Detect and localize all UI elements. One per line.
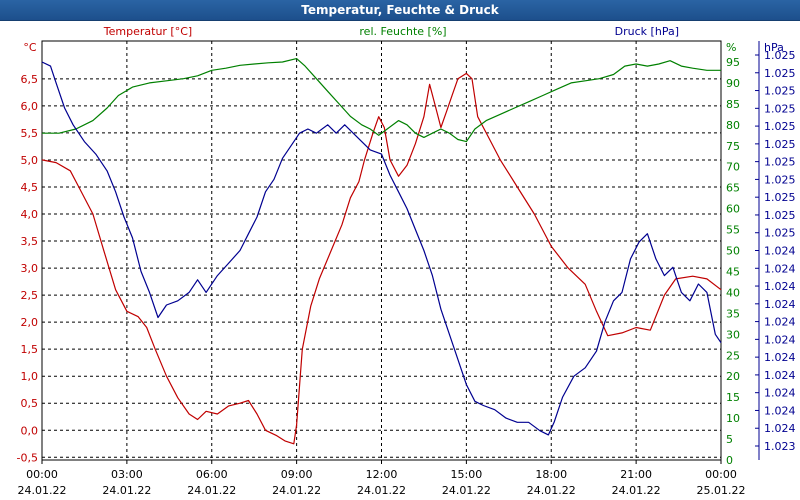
x-tick-date: 25.01.22 [697,484,746,497]
temperature-tick-label: 4,5 [21,181,39,194]
pressure-tick-label: 1.024 [764,351,796,364]
temperature-tick-label: -0,5 [17,451,38,464]
humidity-tick-label: 95 [726,56,740,69]
chart: °C -0,5 0,0 0,5 1,0 1,5 2,0 2,5 3,0 3,5 4,0 4,5 5,0 5… [0,21,800,500]
temperature-tick-label: 0,0 [21,424,39,437]
pressure-tick-label: 1.023 [764,440,796,453]
pressure-tick-label: 1.025 [764,209,796,222]
humidity-tick-label: 70 [726,161,740,174]
legend: Temperatur [°C] rel. Feuchte [%] Druck [hP… [103,25,679,38]
series-line-temperature [41,72,722,445]
x-tick-time: 06:00 [196,468,228,481]
temperature-tick-label: 1,5 [21,343,39,356]
grid [42,41,721,460]
pressure-tick-label: 1.025 [764,67,796,80]
x-tick-date: 24.01.22 [18,484,67,497]
temperature-tick-label: 5,5 [21,127,39,140]
humidity-tick-label: 30 [726,328,740,341]
temperature-tick-label: 1,0 [21,370,39,383]
window-titlebar: Temperatur, Feuchte & Druck [0,0,800,21]
humidity-tick-label: 5 [726,433,733,446]
humidity-tick-label: 65 [726,182,740,195]
temperature-tick-label: 3,0 [21,262,39,275]
x-tick-date: 24.01.22 [187,484,236,497]
humidity-tick-label: 50 [726,245,740,258]
pressure-tick-label: 1.025 [764,191,796,204]
series-line-pressure [41,61,722,436]
pressure-tick-label: 1.025 [764,138,796,151]
legend-pressure: Druck [hPa] [615,25,679,38]
temperature-tick-label: 2,0 [21,316,39,329]
humidity-tick-label: 20 [726,370,740,383]
pressure-tick-label: 1.024 [764,422,796,435]
x-tick-date: 24.01.22 [612,484,661,497]
series-line-humidity [42,57,721,143]
humidity-tick-label: 55 [726,224,740,237]
legend-humidity: rel. Feuchte [%] [359,25,446,38]
humidity-tick-label: 85 [726,98,740,111]
temperature-tick-label: 3,5 [21,235,39,248]
x-tick-time: 09:00 [281,468,313,481]
pressure-tick-label: 1.025 [764,102,796,115]
x-tick-time: 00:00 [705,468,737,481]
humidity-tick-label: 75 [726,140,740,153]
humidity-tick-label: 25 [726,349,740,362]
x-tick-time: 03:00 [111,468,143,481]
x-tick-date: 24.01.22 [272,484,321,497]
window-title: Temperatur, Feuchte & Druck [301,3,499,17]
series-layer [41,57,722,445]
legend-temperature: Temperatur [°C] [103,25,192,38]
humidity-tick-label: 10 [726,412,740,425]
humidity-tick-label: 0 [726,454,733,467]
x-tick-time: 15:00 [451,468,483,481]
temperature-tick-label: 6,0 [21,100,39,113]
pressure-tick-label: 1.025 [764,156,796,169]
pressure-tick-label: 1.025 [764,85,796,98]
humidity-tick-label: 15 [726,391,740,404]
x-tick-time: 12:00 [366,468,398,481]
temperature-tick-label: 6,5 [21,73,39,86]
x-tick-date: 24.01.22 [102,484,151,497]
temperature-tick-label: 2,5 [21,289,39,302]
pressure-tick-label: 1.024 [764,404,796,417]
pressure-tick-label: 1.025 [764,49,796,62]
humidity-axis-unit: % [726,41,736,54]
humidity-tick-label: 40 [726,286,740,299]
x-tick-date: 24.01.22 [527,484,576,497]
temperature-axis-unit: °C [23,41,37,54]
humidity-tick-label: 90 [726,77,740,90]
humidity-tick-label: 45 [726,265,740,278]
x-tick-date: 24.01.22 [357,484,406,497]
pressure-tick-label: 1.025 [764,120,796,133]
pressure-tick-label: 1.024 [764,333,796,346]
humidity-tick-label: 60 [726,203,740,216]
pressure-tick-label: 1.024 [764,316,796,329]
humidity-tick-label: 80 [726,119,740,132]
pressure-tick-label: 1.024 [764,387,796,400]
axis-labels: °C -0,5 0,0 0,5 1,0 1,5 2,0 2,5 3,0 3,5 4,0 4,5 5,0 5… [17,41,796,497]
temperature-tick-label: 5,0 [21,154,39,167]
temperature-tick-label: 0,5 [21,397,39,410]
pressure-tick-label: 1.024 [764,262,796,275]
pressure-tick-label: 1.024 [764,298,796,311]
pressure-tick-label: 1.024 [764,245,796,258]
temperature-tick-label: 4,0 [21,208,39,221]
pressure-axis-unit: hPa [764,41,784,54]
pressure-tick-label: 1.024 [764,280,796,293]
x-tick-date: 24.01.22 [442,484,491,497]
humidity-tick-label: 35 [726,307,740,320]
x-tick-time: 21:00 [620,468,652,481]
pressure-tick-label: 1.025 [764,227,796,240]
x-tick-time: 00:00 [26,468,58,481]
pressure-tick-label: 1.024 [764,369,796,382]
x-tick-time: 18:00 [535,468,567,481]
pressure-tick-label: 1.025 [764,173,796,186]
